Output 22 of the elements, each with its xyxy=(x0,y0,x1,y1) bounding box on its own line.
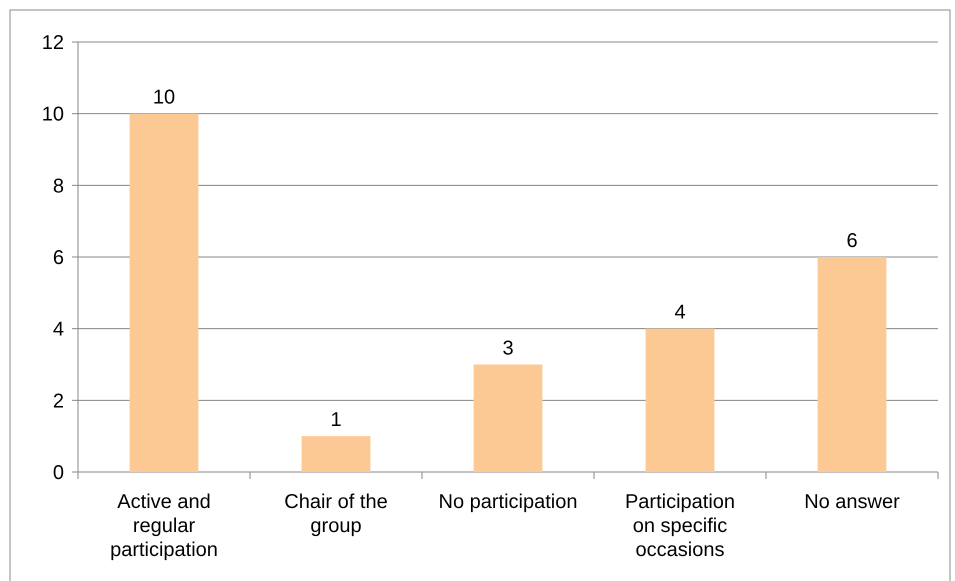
y-tick-label: 10 xyxy=(42,104,64,126)
x-tick-label: Chair of the group xyxy=(284,491,388,537)
data-label: 6 xyxy=(846,230,858,252)
y-tick-label: 6 xyxy=(52,247,64,269)
x-tick-label: No participation xyxy=(438,491,578,513)
bar xyxy=(130,114,198,472)
data-label: 3 xyxy=(502,338,514,360)
data-label: 10 xyxy=(152,86,176,109)
bar xyxy=(818,257,886,472)
y-tick-label: 12 xyxy=(42,32,64,54)
bar xyxy=(302,436,370,472)
data-label: 4 xyxy=(674,302,686,324)
x-tick-label: Active and regular participation xyxy=(110,491,218,561)
bar xyxy=(474,364,542,472)
data-label: 1 xyxy=(330,409,342,432)
x-tick-label: No answer xyxy=(804,491,900,513)
y-tick-label: 8 xyxy=(52,175,64,198)
y-tick-label: 2 xyxy=(52,390,64,412)
x-tick-label: Participation on specific occasions xyxy=(624,491,736,561)
bar xyxy=(646,328,714,472)
y-tick-label: 0 xyxy=(52,462,64,484)
y-tick-label: 4 xyxy=(52,318,64,341)
